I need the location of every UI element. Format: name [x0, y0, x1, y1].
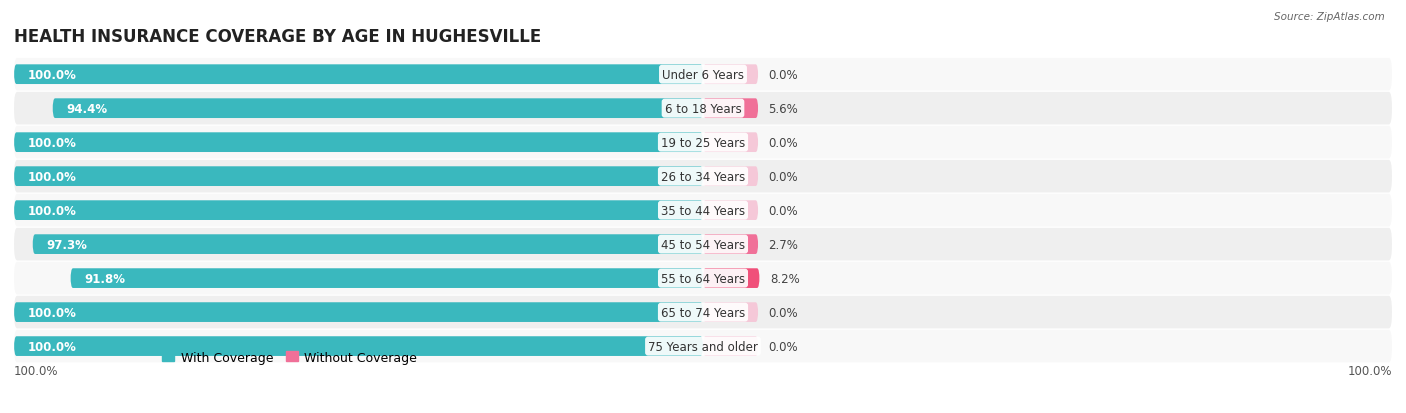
Text: 19 to 25 Years: 19 to 25 Years: [661, 136, 745, 149]
Text: 100.0%: 100.0%: [14, 364, 59, 377]
Text: 55 to 64 Years: 55 to 64 Years: [661, 272, 745, 285]
Text: Under 6 Years: Under 6 Years: [662, 69, 744, 81]
FancyBboxPatch shape: [14, 65, 703, 85]
Text: 0.0%: 0.0%: [769, 170, 799, 183]
Text: 75 Years and older: 75 Years and older: [648, 340, 758, 353]
Text: 100.0%: 100.0%: [28, 136, 77, 149]
Text: 8.2%: 8.2%: [770, 272, 800, 285]
Text: 5.6%: 5.6%: [769, 102, 799, 115]
FancyBboxPatch shape: [14, 303, 703, 322]
FancyBboxPatch shape: [14, 262, 1392, 295]
Text: HEALTH INSURANCE COVERAGE BY AGE IN HUGHESVILLE: HEALTH INSURANCE COVERAGE BY AGE IN HUGH…: [14, 28, 541, 46]
FancyBboxPatch shape: [14, 296, 1392, 329]
FancyBboxPatch shape: [703, 99, 758, 119]
Text: 35 to 44 Years: 35 to 44 Years: [661, 204, 745, 217]
FancyBboxPatch shape: [14, 126, 1392, 159]
FancyBboxPatch shape: [14, 160, 1392, 193]
FancyBboxPatch shape: [14, 167, 703, 187]
Text: 0.0%: 0.0%: [769, 306, 799, 319]
Text: 100.0%: 100.0%: [28, 69, 77, 81]
FancyBboxPatch shape: [70, 268, 703, 288]
Text: 6 to 18 Years: 6 to 18 Years: [665, 102, 741, 115]
Text: 97.3%: 97.3%: [46, 238, 87, 251]
FancyBboxPatch shape: [703, 303, 758, 322]
FancyBboxPatch shape: [14, 337, 703, 356]
Legend: With Coverage, Without Coverage: With Coverage, Without Coverage: [157, 346, 422, 369]
Text: 0.0%: 0.0%: [769, 340, 799, 353]
Text: 26 to 34 Years: 26 to 34 Years: [661, 170, 745, 183]
FancyBboxPatch shape: [14, 201, 703, 221]
Text: 100.0%: 100.0%: [1347, 364, 1392, 377]
FancyBboxPatch shape: [703, 167, 758, 187]
Text: 45 to 54 Years: 45 to 54 Years: [661, 238, 745, 251]
Text: Source: ZipAtlas.com: Source: ZipAtlas.com: [1274, 12, 1385, 22]
Text: 0.0%: 0.0%: [769, 69, 799, 81]
FancyBboxPatch shape: [703, 235, 758, 254]
Text: 2.7%: 2.7%: [769, 238, 799, 251]
Text: 91.8%: 91.8%: [84, 272, 125, 285]
FancyBboxPatch shape: [52, 99, 703, 119]
Text: 0.0%: 0.0%: [769, 204, 799, 217]
Text: 100.0%: 100.0%: [28, 340, 77, 353]
FancyBboxPatch shape: [703, 133, 758, 153]
FancyBboxPatch shape: [14, 59, 1392, 91]
Text: 100.0%: 100.0%: [28, 204, 77, 217]
FancyBboxPatch shape: [14, 195, 1392, 227]
FancyBboxPatch shape: [14, 93, 1392, 125]
FancyBboxPatch shape: [703, 337, 758, 356]
FancyBboxPatch shape: [703, 65, 758, 85]
Text: 100.0%: 100.0%: [28, 170, 77, 183]
Text: 100.0%: 100.0%: [28, 306, 77, 319]
Text: 0.0%: 0.0%: [769, 136, 799, 149]
FancyBboxPatch shape: [32, 235, 703, 254]
FancyBboxPatch shape: [14, 133, 703, 153]
FancyBboxPatch shape: [14, 330, 1392, 363]
Text: 65 to 74 Years: 65 to 74 Years: [661, 306, 745, 319]
FancyBboxPatch shape: [703, 201, 758, 221]
FancyBboxPatch shape: [14, 228, 1392, 261]
FancyBboxPatch shape: [703, 268, 759, 288]
Text: 94.4%: 94.4%: [66, 102, 107, 115]
